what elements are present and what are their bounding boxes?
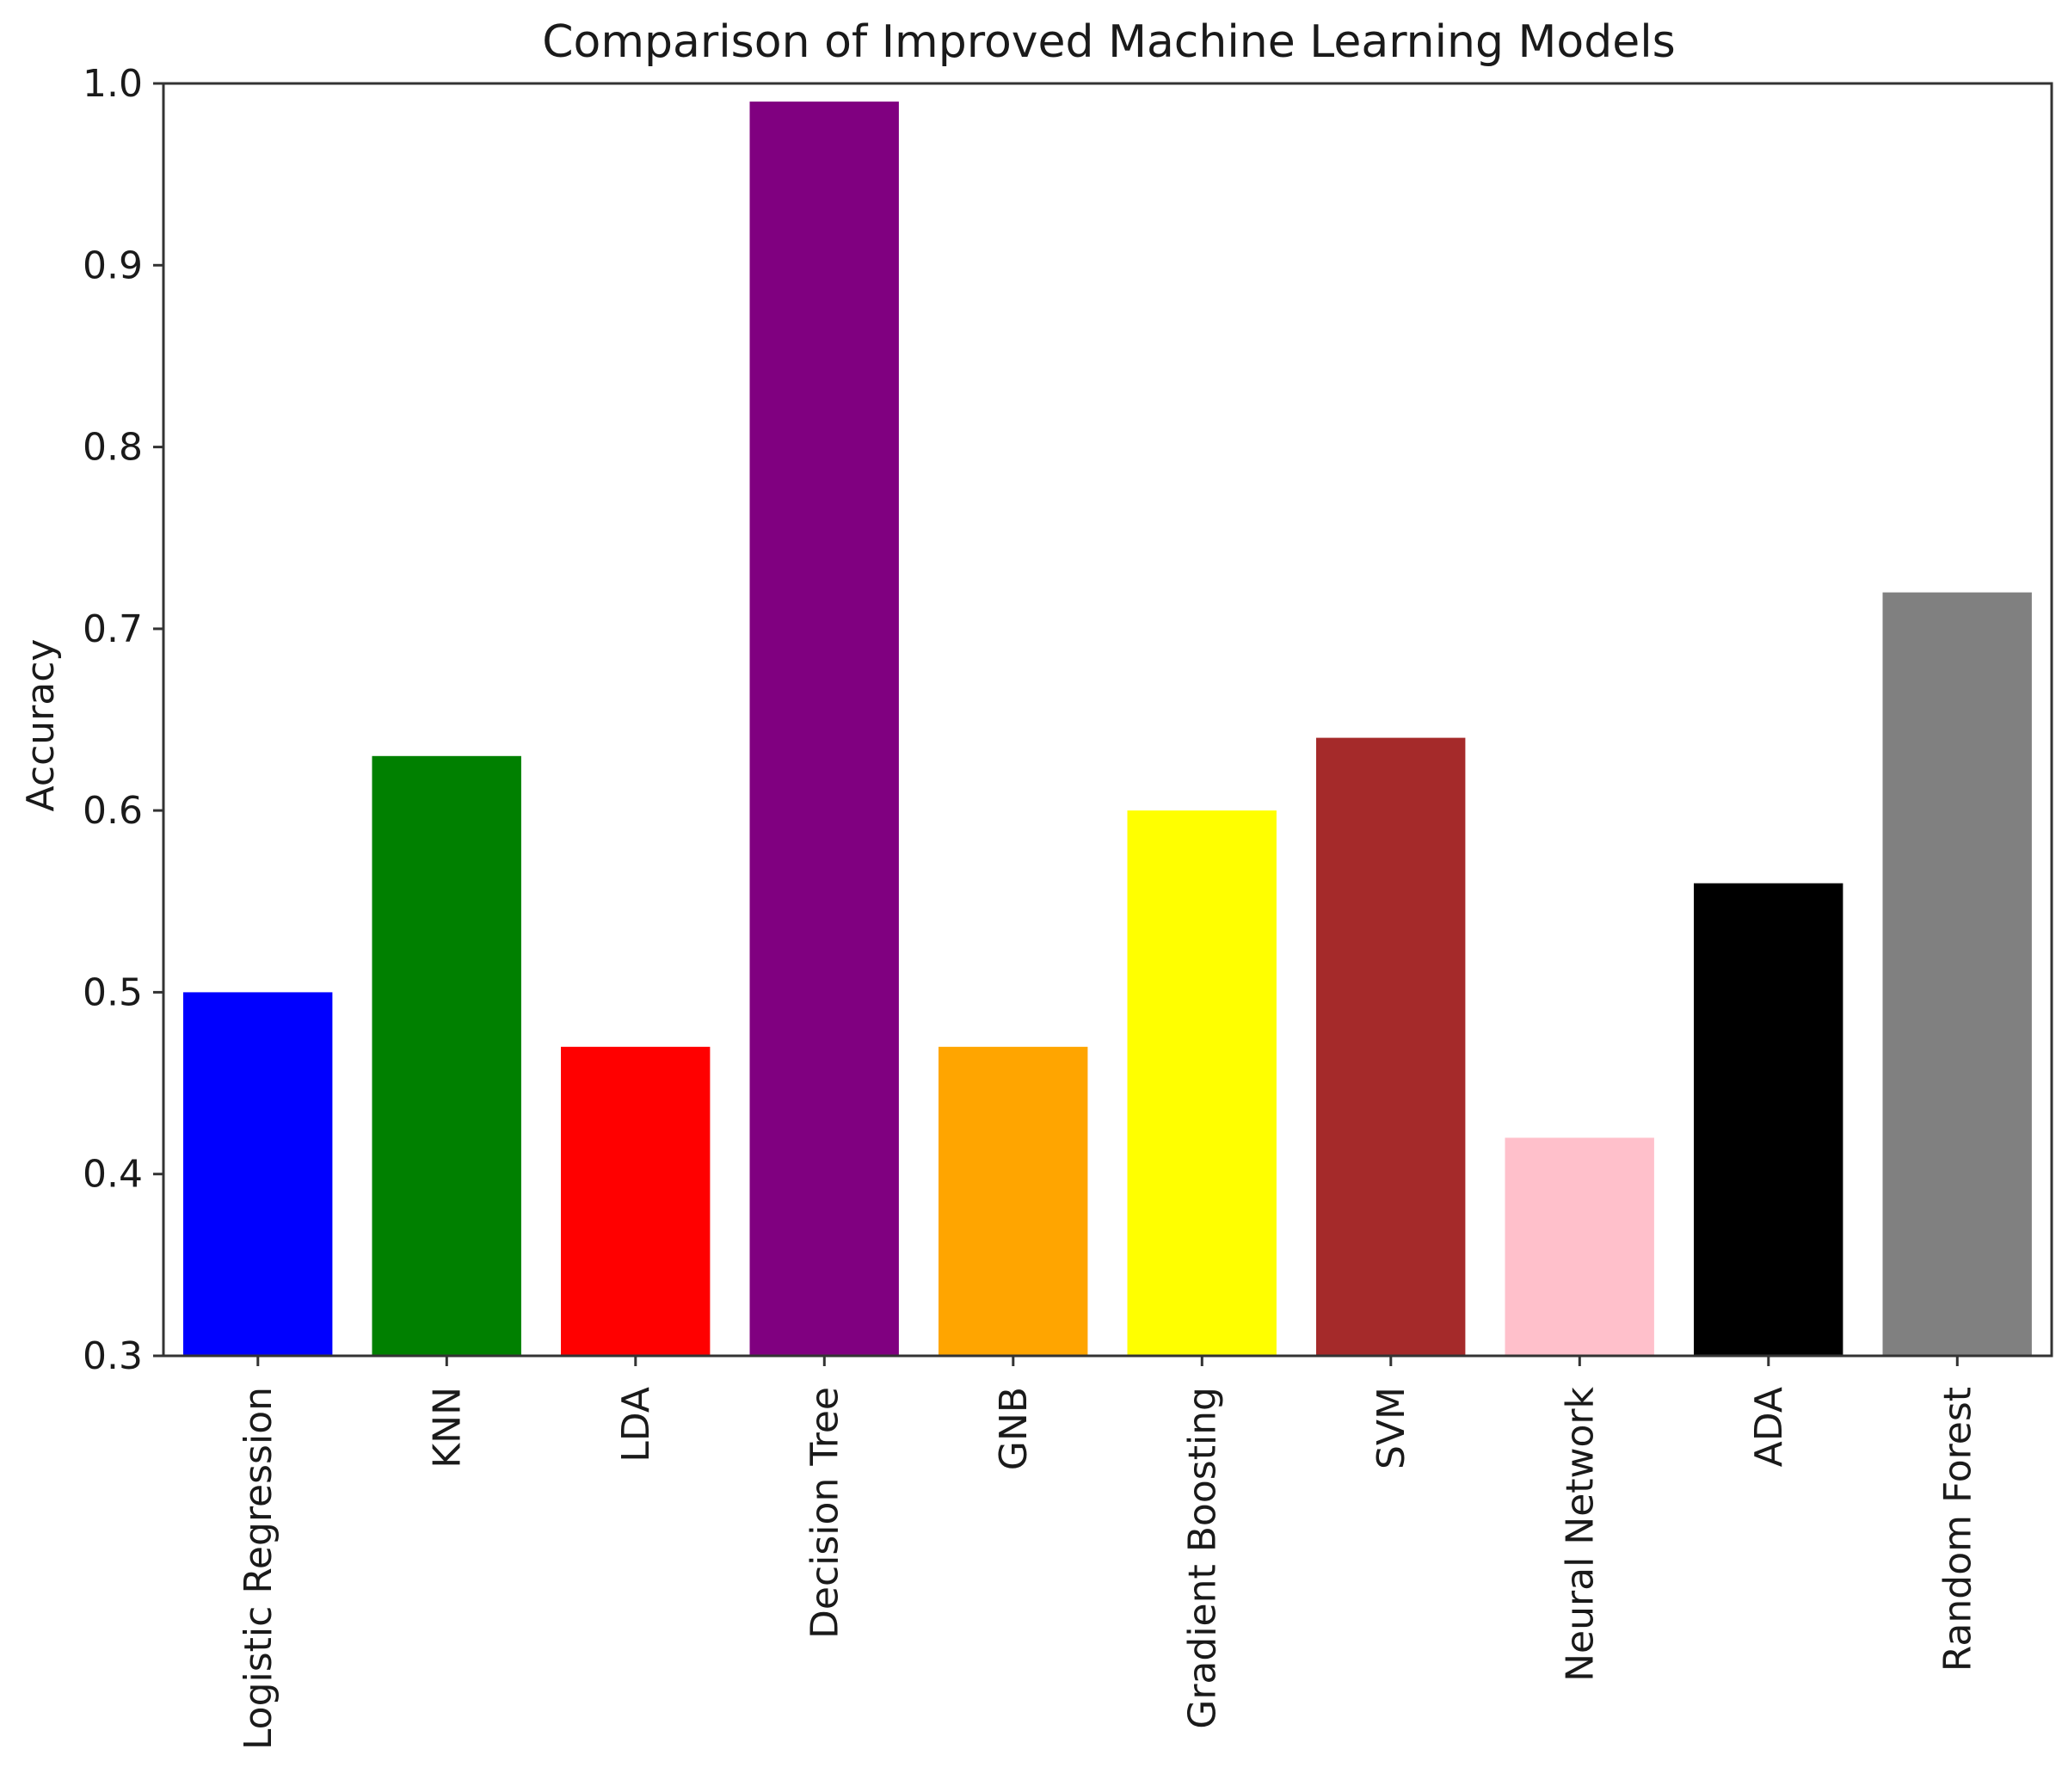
y-tick-label: 0.6 — [83, 789, 143, 833]
x-tick-label: KNN — [425, 1387, 469, 1469]
x-tick-label: ADA — [1747, 1387, 1791, 1467]
y-tick-label: 0.8 — [83, 426, 143, 470]
y-tick-label: 0.7 — [83, 607, 143, 651]
bar-lda — [561, 1046, 711, 1356]
y-tick-label: 0.5 — [83, 970, 143, 1014]
y-tick-label: 1.0 — [83, 62, 143, 106]
x-tick-label: SVM — [1369, 1387, 1413, 1469]
y-axis-label: Accuracy — [19, 639, 63, 812]
bar-knn — [372, 755, 521, 1356]
bar-logistic-regression — [183, 992, 333, 1356]
bar-gnb — [939, 1046, 1088, 1356]
x-axis-ticks: Logistic Regression KNN LDA Decision Tree GN… — [237, 1356, 1979, 1750]
x-tick-label: LDA — [614, 1387, 658, 1463]
bar-random-forest — [1882, 592, 2032, 1356]
y-tick-label: 0.9 — [83, 243, 143, 287]
bars-group — [183, 102, 2032, 1357]
bar-gradient-boosting — [1127, 810, 1277, 1356]
x-tick-label: GNB — [992, 1387, 1036, 1470]
y-tick-label: 0.4 — [83, 1153, 143, 1197]
x-tick-label: Decision Tree — [803, 1387, 846, 1639]
y-tick-label: 0.3 — [83, 1334, 143, 1378]
x-tick-label: Random Forest — [1936, 1387, 1979, 1672]
x-tick-label: Neural Network — [1558, 1386, 1602, 1681]
bar-neural-network — [1505, 1137, 1654, 1356]
chart-title: Comparison of Improved Machine Learning … — [542, 16, 1676, 68]
bar-ada — [1694, 883, 1843, 1356]
y-axis-ticks: 0.3 0.4 0.5 0.6 0.7 0.8 0.9 1.0 — [83, 62, 163, 1378]
plot-frame — [162, 82, 2053, 1358]
bar-svm — [1316, 737, 1466, 1356]
x-tick-label: Logistic Regression — [237, 1387, 280, 1750]
x-tick-label: Gradient Boosting — [1180, 1387, 1224, 1729]
bar-decision-tree — [749, 102, 899, 1357]
